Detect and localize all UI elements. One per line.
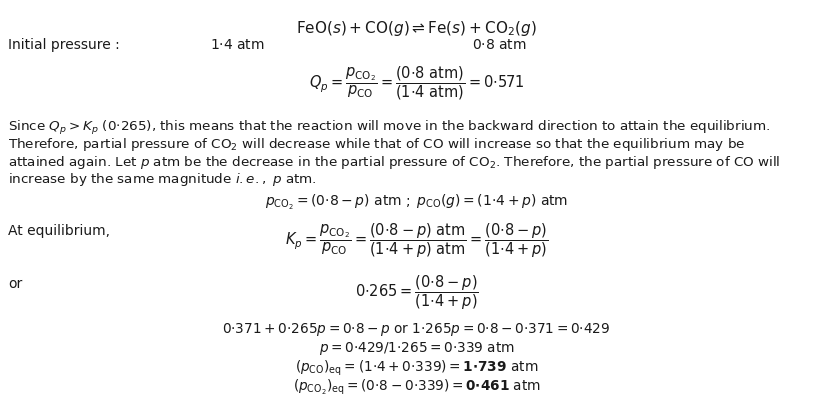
Text: $0{\cdot}265 = \dfrac{(0{\cdot}8 - p)}{(1{\cdot}4 + p)}$: $0{\cdot}265 = \dfrac{(0{\cdot}8 - p)}{(…: [355, 273, 478, 311]
Text: $(p_{\mathrm{CO_2}})_{\mathrm{eq}} = (0{\cdot}8 - 0{\cdot}339) = \mathbf{0{\cdot: $(p_{\mathrm{CO_2}})_{\mathrm{eq}} = (0{…: [292, 377, 541, 397]
Text: Initial pressure :: Initial pressure :: [8, 38, 120, 53]
Text: At equilibrium,: At equilibrium,: [8, 224, 110, 239]
Text: $0{\cdot}371 + 0{\cdot}265p = 0{\cdot}8 - p$ or $1{\cdot}265p = 0{\cdot}8 - 0{\c: $0{\cdot}371 + 0{\cdot}265p = 0{\cdot}8 …: [222, 321, 611, 338]
Text: Therefore, partial pressure of $\mathrm{CO_2}$ will decrease while that of CO wi: Therefore, partial pressure of $\mathrm{…: [8, 136, 746, 153]
Text: $p = 0{\cdot}429/1{\cdot}265 = 0{\cdot}339$ atm: $p = 0{\cdot}429/1{\cdot}265 = 0{\cdot}3…: [318, 340, 515, 357]
Text: $Q_p = \dfrac{p_{\mathrm{CO_2}}}{p_{\mathrm{CO}}} = \dfrac{(0{\cdot}8\ \mathrm{a: $Q_p = \dfrac{p_{\mathrm{CO_2}}}{p_{\mat…: [309, 65, 524, 102]
Text: $(p_{\mathrm{CO}})_{\mathrm{eq}} = (1{\cdot}4 + 0{\cdot}339) = \mathbf{1{\cdot}7: $(p_{\mathrm{CO}})_{\mathrm{eq}} = (1{\c…: [295, 359, 538, 378]
Text: $K_p = \dfrac{p_{\mathrm{CO_2}}}{p_{\mathrm{CO}}} = \dfrac{(0{\cdot}8 - p)\ \mat: $K_p = \dfrac{p_{\mathrm{CO_2}}}{p_{\mat…: [285, 222, 548, 260]
Text: $p_{\mathrm{CO_2}} = (0{\cdot}8 - p)$ atm $;\; p_{\mathrm{CO}}(g) = (1{\cdot}4 +: $p_{\mathrm{CO_2}} = (0{\cdot}8 - p)$ at…: [265, 193, 568, 212]
Text: Since $Q_p > K_p$ $(0{\cdot}265)$, this means that the reaction will move in the: Since $Q_p > K_p$ $(0{\cdot}265)$, this …: [8, 119, 771, 137]
Text: or: or: [8, 277, 22, 291]
Text: $0{\cdot}8$ atm: $0{\cdot}8$ atm: [472, 38, 527, 53]
Text: $1{\cdot}4$ atm: $1{\cdot}4$ atm: [210, 38, 265, 53]
Text: increase by the same magnitude $i.e.,$ $p$ atm.: increase by the same magnitude $i.e.,$ $…: [8, 171, 317, 188]
Text: attained again. Let $p$ atm be the decrease in the partial pressure of $\mathrm{: attained again. Let $p$ atm be the decre…: [8, 154, 781, 171]
Text: $\mathrm{FeO}(s) + \mathrm{CO}(g) \rightleftharpoons \mathrm{Fe}(s) + \mathrm{CO: $\mathrm{FeO}(s) + \mathrm{CO}(g) \right…: [297, 19, 536, 38]
